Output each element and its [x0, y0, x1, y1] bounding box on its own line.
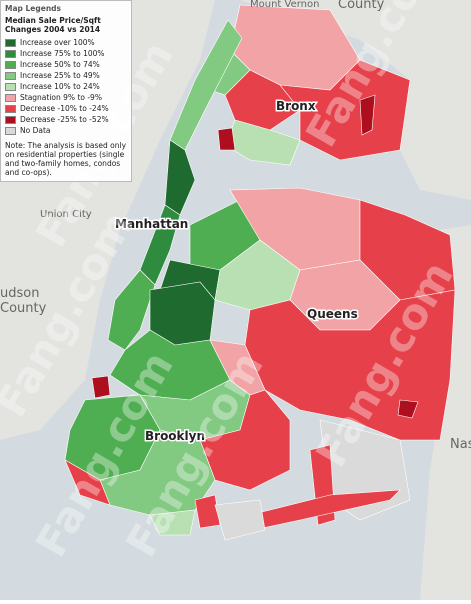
legend: Map Legends Median Sale Price/Sqft Chang… [0, 0, 132, 182]
legend-swatch [5, 115, 16, 124]
legend-label: No Data [20, 126, 51, 135]
legend-item: Increase 10% to 24% [5, 81, 128, 92]
map-region [397, 399, 419, 419]
legend-note: Note: The analysis is based only on resi… [5, 141, 127, 177]
legend-item: Increase 50% to 74% [5, 59, 128, 70]
legend-label: Increase 10% to 24% [20, 82, 100, 91]
map-region [139, 204, 181, 286]
map-region [91, 375, 111, 399]
legend-swatch [5, 82, 16, 91]
place-label: County [0, 301, 47, 316]
map-region [149, 509, 196, 536]
borough-label: Manhattan [115, 217, 188, 231]
place-label: Nas [450, 437, 471, 452]
legend-swatch [5, 126, 16, 135]
legend-label: Decrease -10% to -24% [20, 104, 109, 113]
legend-item: Decrease -10% to -24% [5, 103, 128, 114]
map-region [359, 94, 376, 136]
place-label: County [338, 0, 385, 12]
legend-label: Increase 50% to 74% [20, 60, 100, 69]
legend-item: No Data [5, 125, 128, 136]
legend-item: Decrease -25% to -52% [5, 114, 128, 125]
map-region [279, 59, 411, 161]
legend-item: Increase 25% to 49% [5, 70, 128, 81]
legend-item: Stagnation 9% to -9% [5, 92, 128, 103]
map-region [214, 499, 266, 541]
legend-item: Increase 75% to 100% [5, 48, 128, 59]
legend-title: Median Sale Price/Sqft Changes 2004 vs 2… [5, 16, 101, 34]
place-label: udson [0, 286, 39, 301]
legend-swatch [5, 49, 16, 58]
map-region [217, 127, 236, 151]
legend-label: Increase 75% to 100% [20, 49, 105, 58]
borough-label: Queens [307, 307, 358, 321]
legend-swatch [5, 60, 16, 69]
place-label: Union City [40, 209, 92, 220]
borough-label: Bronx [276, 99, 316, 113]
legend-label: Stagnation 9% to -9% [20, 93, 102, 102]
legend-item: Increase over 100% [5, 37, 128, 48]
map-region [199, 389, 291, 491]
westchester [240, 0, 471, 200]
legend-swatch [5, 71, 16, 80]
legend-swatch [5, 38, 16, 47]
map-region [164, 139, 196, 216]
map-region [64, 459, 111, 506]
borough-label: Brooklyn [145, 429, 205, 443]
legend-label: Increase 25% to 49% [20, 71, 100, 80]
legend-label: Decrease -25% to -52% [20, 115, 109, 124]
map-region [194, 494, 221, 529]
legend-heading: Map Legends [5, 4, 61, 13]
legend-swatch [5, 104, 16, 113]
legend-swatch [5, 93, 16, 102]
place-label: Mount Vernon [250, 0, 319, 10]
nassau [420, 225, 471, 600]
map-region [99, 429, 216, 516]
legend-label: Increase over 100% [20, 38, 95, 47]
